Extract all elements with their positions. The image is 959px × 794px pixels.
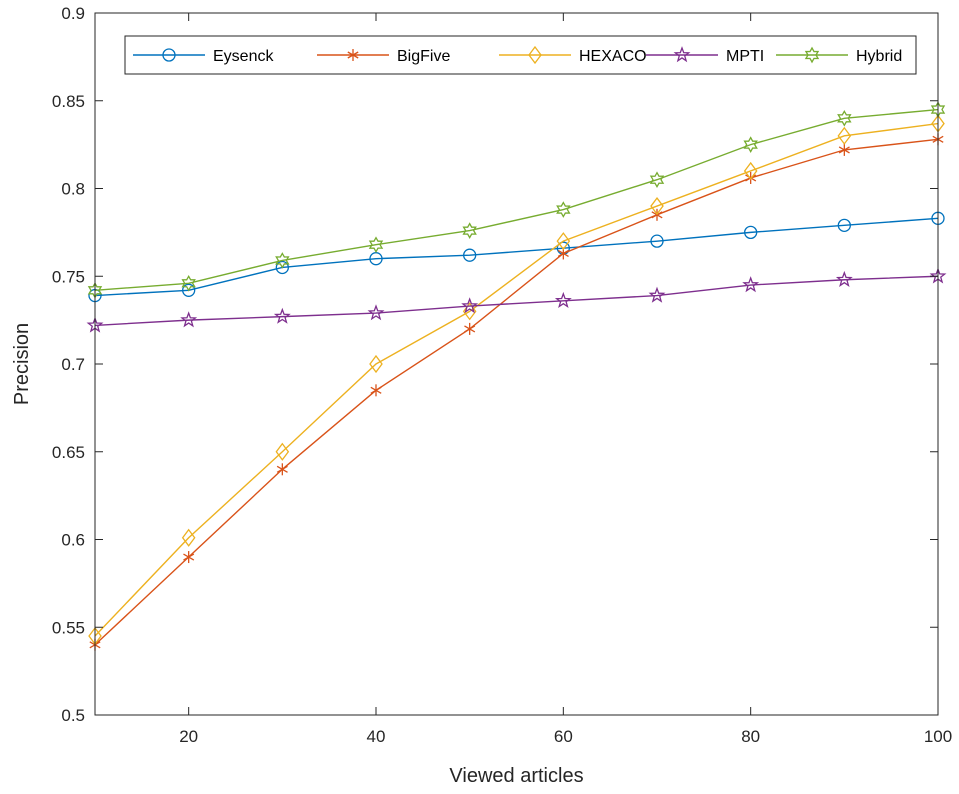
y-tick-label: 0.85	[52, 92, 85, 111]
legend-entry-hexaco: HEXACO	[499, 45, 647, 65]
series-line-hybrid	[94, 108, 939, 291]
legend-label: BigFive	[397, 48, 450, 65]
data-point-bigfive-50	[464, 322, 476, 335]
legend-marker-hybrid	[804, 46, 820, 64]
data-point-hexaco-80	[743, 161, 758, 181]
plot-area	[95, 13, 938, 715]
data-point-eysenck-30	[275, 260, 289, 275]
series-line-eysenck	[94, 217, 939, 297]
x-tick-label: 40	[367, 727, 386, 746]
data-point-hybrid-40	[368, 236, 384, 253]
data-point-mpti-30	[273, 307, 291, 324]
series-layer	[86, 101, 947, 651]
y-axis-title: Precision	[11, 323, 33, 405]
data-point-hexaco-60	[556, 232, 571, 251]
data-point-bigfive-90	[838, 143, 850, 156]
data-point-mpti-70	[648, 286, 666, 303]
data-point-hexaco-20	[181, 528, 196, 547]
data-point-hexaco-40	[369, 354, 383, 374]
data-point-eysenck-80	[744, 225, 758, 240]
data-point-hybrid-50	[462, 222, 477, 239]
x-axis-title: Viewed articles	[449, 765, 583, 787]
data-point-hybrid-90	[837, 109, 852, 127]
data-point-eysenck-90	[837, 218, 851, 233]
y-tick-label: 0.7	[61, 355, 85, 374]
legend-entry-mpti: MPTI	[646, 46, 764, 65]
data-point-hybrid-20	[181, 274, 196, 292]
data-point-bigfive-40	[370, 384, 382, 397]
data-point-hybrid-30	[275, 252, 290, 269]
series-line-mpti	[94, 275, 939, 327]
y-tick-label: 0.75	[52, 267, 85, 286]
y-tick-label: 0.8	[61, 180, 85, 199]
series-line-hexaco	[94, 122, 939, 637]
legend-marker-eysenck	[162, 48, 176, 62]
legend-label: Eysenck	[213, 48, 274, 65]
data-point-hybrid-70	[649, 171, 665, 189]
legend-marker-mpti	[673, 46, 691, 63]
legend-label: MPTI	[726, 48, 764, 65]
data-point-eysenck-20	[182, 283, 196, 297]
data-point-hexaco-70	[650, 196, 664, 216]
legend-entry-bigfive: BigFive	[317, 48, 450, 65]
data-point-eysenck-70	[650, 234, 664, 248]
data-point-bigfive-30	[276, 463, 288, 476]
legend: Eysenck BigFive HEXACO MPTI Hybrid	[124, 35, 917, 75]
x-tick-label: 60	[554, 727, 573, 746]
legend-label: Hybrid	[856, 48, 902, 65]
legend-entry-eysenck: Eysenck	[133, 48, 274, 65]
data-point-mpti-90	[835, 270, 853, 287]
y-tick-label: 0.6	[61, 531, 85, 550]
data-point-mpti-80	[742, 276, 760, 293]
data-point-bigfive-20	[183, 551, 195, 564]
series-line-bigfive	[94, 138, 939, 646]
data-point-hybrid-80	[743, 136, 758, 153]
data-point-hexaco-30	[275, 442, 290, 461]
data-point-eysenck-50	[463, 248, 477, 262]
data-point-hybrid-60	[556, 201, 571, 218]
data-point-mpti-40	[367, 304, 385, 321]
series-mpti	[86, 267, 947, 333]
legend-label: HEXACO	[579, 48, 647, 65]
x-tick-label: 100	[924, 727, 952, 746]
data-point-mpti-50	[461, 297, 479, 314]
y-tick-label: 0.9	[61, 4, 85, 23]
x-tick-label: 20	[179, 727, 198, 746]
y-tick-label: 0.55	[52, 618, 85, 637]
y-tick-label: 0.65	[52, 443, 85, 462]
legend-marker-hexaco	[528, 45, 542, 65]
x-tick-label: 80	[741, 727, 760, 746]
y-tick-label: 0.5	[61, 706, 85, 725]
data-point-mpti-20	[180, 311, 198, 328]
data-point-hexaco-90	[837, 126, 852, 145]
data-point-hexaco-50	[462, 302, 477, 321]
legend-marker-bigfive	[347, 49, 359, 61]
plot-background	[95, 13, 938, 715]
data-point-mpti-60	[554, 291, 572, 309]
legend-entry-hybrid: Hybrid	[776, 46, 902, 65]
axes-layer: 20 40 60 80 100 0.5 0.55 0.6 0.65 0.7 0.75 0.8 0.85 0…	[52, 4, 952, 746]
series-hybrid	[87, 101, 946, 299]
